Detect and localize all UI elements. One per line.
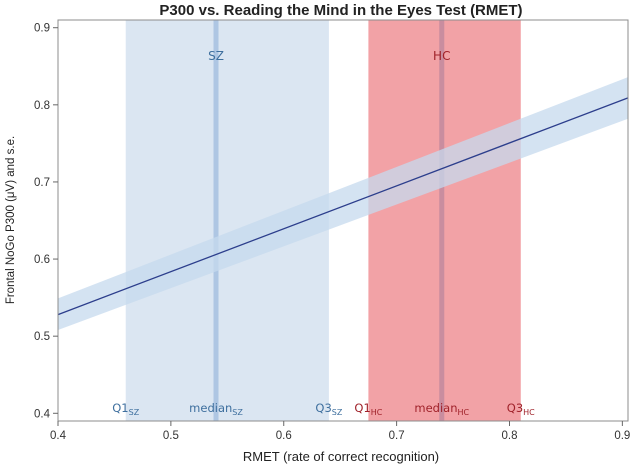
quartile-label-median-sz: medianSZ (189, 401, 243, 417)
regression-line (57, 97, 629, 316)
x-tick-label: 0.7 (389, 430, 405, 442)
x-axis-label: RMET (rate of correct recognition) (243, 449, 439, 464)
y-tick-label: 0.9 (34, 23, 50, 35)
x-tick-label: 0.9 (614, 430, 630, 442)
quartile-label-q3-sz: Q3SZ (315, 401, 342, 417)
median-line-sz (213, 20, 219, 421)
x-tick-label: 0.6 (276, 430, 292, 442)
quartile-label-q1-hc: Q1HC (354, 401, 382, 417)
quartile-label-median-hc: medianHC (414, 401, 469, 417)
y-tick-label: 0.7 (34, 177, 50, 189)
y-tick-label: 0.8 (34, 100, 50, 112)
chart-title: P300 vs. Reading the Mind in the Eyes Te… (159, 2, 522, 19)
x-tick-label: 0.4 (50, 430, 67, 442)
regression-line-group (57, 97, 629, 316)
iqr-band-hc (368, 20, 521, 421)
plot-frame (57, 19, 629, 422)
confidence-band (58, 77, 628, 331)
axis-ticks: 0.4 0.5 0.6 0.7 0.8 0.9 0.4 0.5 0.6 0.7 0.8 0.9 (34, 23, 630, 442)
y-tick-label: 0.4 (34, 408, 51, 420)
y-tick-label: 0.6 (34, 254, 50, 266)
band-labels: SZ Q1SZ medianSZ Q3SZ HC Q1HC medianHC Q3HC (112, 49, 535, 417)
band-label-sz: SZ (208, 49, 224, 63)
band-label-hc: HC (433, 49, 450, 63)
y-axis-label: Frontal NoGo P300 (μV) and s.e. (5, 136, 17, 304)
y-tick-label: 0.5 (34, 331, 50, 343)
x-tick-label: 0.8 (501, 430, 517, 442)
median-line-hc (439, 20, 445, 421)
quartile-label-q1-sz: Q1SZ (112, 401, 139, 417)
x-tick-label: 0.5 (163, 430, 179, 442)
ci-band (58, 77, 628, 331)
quartile-label-q3-hc: Q3HC (507, 401, 535, 417)
